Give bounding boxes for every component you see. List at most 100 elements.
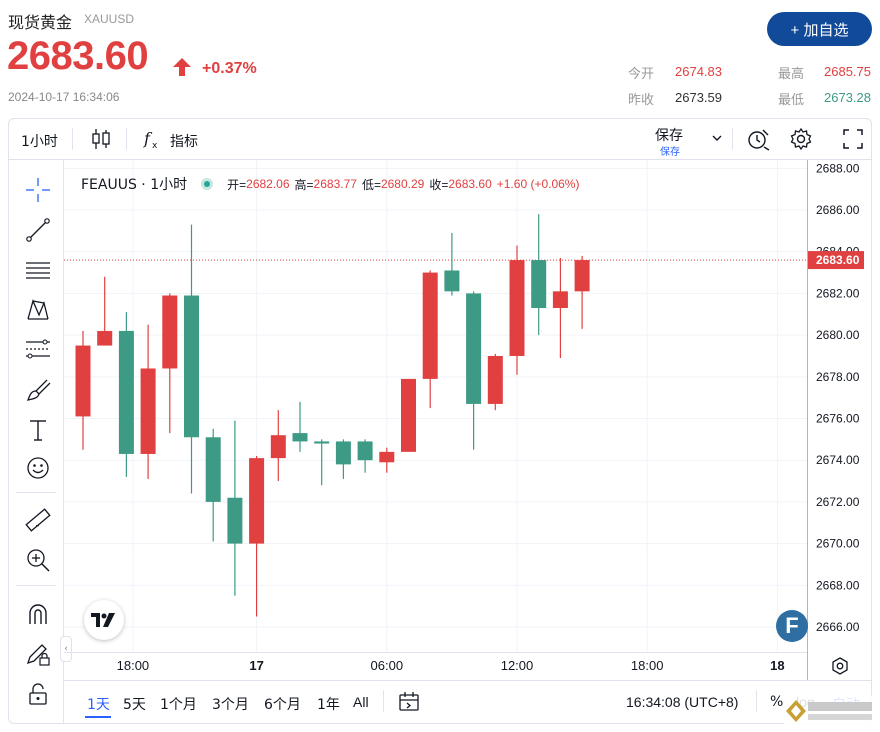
tradingview-logo[interactable] xyxy=(84,600,124,640)
toolbar-divider xyxy=(756,690,757,712)
x-tick-label: 18 xyxy=(770,658,784,673)
brush-icon[interactable] xyxy=(24,376,52,404)
range-5d[interactable]: 5天 xyxy=(123,697,146,713)
range-1m[interactable]: 1个月 xyxy=(160,697,197,713)
quote-timestamp: 2024-10-17 16:34:06 xyxy=(8,90,120,104)
ohlc-legend: FEAUUS · 1小时 开= 2682.06 高= 2683.77 低= 2680.… xyxy=(81,174,584,194)
candle-type-icon[interactable] xyxy=(90,127,112,151)
candle-body xyxy=(335,441,351,465)
magnet-icon[interactable] xyxy=(24,600,52,628)
collapse-toolbar-button[interactable]: ‹ xyxy=(60,636,72,662)
indicators-button[interactable]: 指标 xyxy=(170,134,198,150)
candle-body xyxy=(249,458,265,544)
y-tick-label: 2688.00 xyxy=(816,161,860,175)
candle-body xyxy=(205,437,221,502)
svg-text:f: f xyxy=(143,129,153,148)
crosshair-icon[interactable] xyxy=(24,176,52,204)
add-watchlist-button[interactable]: + 加自选 xyxy=(767,12,872,46)
indicator-fx-icon[interactable]: f x xyxy=(143,128,163,150)
alert-clock-icon[interactable] xyxy=(747,127,771,151)
candle-body xyxy=(379,451,395,463)
legend-open: 2682.06 xyxy=(246,177,290,191)
candle-body xyxy=(466,293,482,404)
toolbar-divider xyxy=(126,128,127,150)
save-button[interactable]: 保存 xyxy=(655,128,683,144)
x-tick-label: 12:00 xyxy=(501,658,534,673)
range-all[interactable]: All xyxy=(353,694,369,710)
percent-scale-toggle[interactable]: % xyxy=(770,694,784,710)
candle-body xyxy=(118,330,134,454)
candle-body xyxy=(487,355,503,404)
y-tick-label: 2682.00 xyxy=(816,286,860,300)
y-tick-label: 2680.00 xyxy=(816,328,860,342)
market-status-icon xyxy=(201,178,214,190)
candle-body xyxy=(97,330,113,346)
range-1d[interactable]: 1天 xyxy=(87,697,110,713)
y-tick-label: 2686.00 xyxy=(816,203,860,217)
toolbar-divider xyxy=(16,492,56,493)
y-tick-label: 2670.00 xyxy=(816,537,860,551)
range-6m[interactable]: 6个月 xyxy=(264,697,301,713)
last-price-label: 2683.60 xyxy=(816,253,860,267)
smiley-icon[interactable] xyxy=(24,454,52,482)
interval-selector[interactable]: 1小时 xyxy=(21,134,58,150)
legend-change: +1.60 (+0.06%) xyxy=(496,177,580,191)
legend-low: 2680.29 xyxy=(380,177,425,191)
candle-body xyxy=(227,497,243,544)
x-tick-label: 18:00 xyxy=(117,658,150,673)
save-status: 保存 xyxy=(660,147,680,158)
date-range-icon[interactable] xyxy=(398,691,420,713)
y-tick-label: 2676.00 xyxy=(816,412,860,426)
chart-toolbar xyxy=(8,118,872,160)
range-bar xyxy=(64,680,872,724)
pencil-lock-icon[interactable] xyxy=(24,640,52,668)
x-tick-label: 06:00 xyxy=(371,658,404,673)
zoom-in-icon[interactable] xyxy=(24,546,52,574)
last-price-badge xyxy=(808,251,864,270)
instrument-symbol: XAUUSD xyxy=(84,12,135,26)
y-tick-label: 2674.00 xyxy=(816,453,860,467)
legend-high: 2683.77 xyxy=(313,177,357,191)
candle-body xyxy=(140,368,156,454)
candle-body xyxy=(444,270,460,292)
clock-readout[interactable]: 16:34:08 (UTC+8) xyxy=(626,694,739,710)
open-label: 今开 xyxy=(628,67,655,82)
y-tick-label: 2678.00 xyxy=(816,370,860,384)
legend-low-label: 低= xyxy=(361,177,381,192)
brand-f-logo: F xyxy=(776,610,808,642)
pattern-icon[interactable] xyxy=(24,296,52,324)
text-tool-icon[interactable] xyxy=(24,416,52,444)
candle-body xyxy=(314,441,330,444)
legend-open-label: 开= xyxy=(227,177,247,192)
fullscreen-icon[interactable] xyxy=(842,128,864,150)
candle-body xyxy=(75,345,91,417)
fib-retracement-icon[interactable] xyxy=(24,336,52,364)
current-price: 2683.60 xyxy=(7,34,149,78)
candle-body xyxy=(509,260,525,356)
high-value: 2685.75 xyxy=(824,64,871,79)
legend-close: 2683.60 xyxy=(448,177,492,191)
arrow-up-icon xyxy=(173,58,191,76)
candle-body xyxy=(422,272,438,379)
candle-body xyxy=(574,260,590,292)
gear-icon[interactable] xyxy=(789,127,813,151)
lock-icon[interactable] xyxy=(24,680,52,708)
range-3m[interactable]: 3个月 xyxy=(212,697,249,713)
drawing-toolbar xyxy=(8,160,64,724)
chevron-down-icon[interactable] xyxy=(711,133,723,143)
high-label: 最高 xyxy=(778,67,805,82)
axis-settings-icon[interactable] xyxy=(830,656,850,676)
open-value: 2674.83 xyxy=(675,64,722,79)
low-value: 2673.28 xyxy=(824,90,871,105)
toolbar-divider xyxy=(383,690,384,712)
candle-body xyxy=(357,441,373,461)
ruler-icon[interactable] xyxy=(24,506,52,534)
range-active-indicator xyxy=(85,716,111,718)
candle-body xyxy=(270,435,286,459)
horizontal-lines-icon[interactable] xyxy=(24,256,52,284)
chart-widget xyxy=(8,118,872,724)
low-label: 最低 xyxy=(778,93,805,108)
range-1y[interactable]: 1年 xyxy=(317,697,340,713)
trend-line-icon[interactable] xyxy=(24,216,52,244)
